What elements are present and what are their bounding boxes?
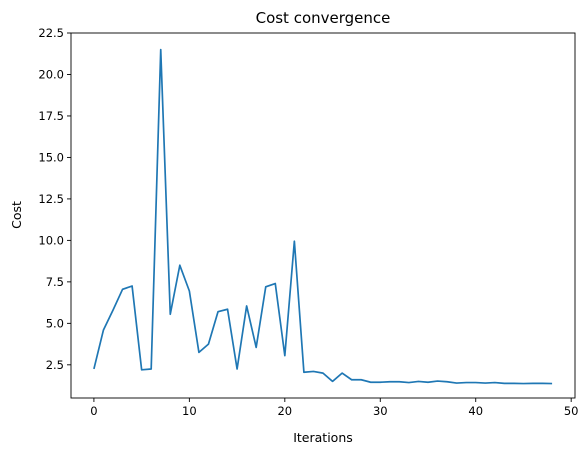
x-tick-label: 30 xyxy=(373,404,388,418)
x-tick-label: 10 xyxy=(182,404,197,418)
plot-frame xyxy=(70,32,576,399)
x-tick-label: 40 xyxy=(468,404,483,418)
y-tick-label: 5.0 xyxy=(46,316,64,330)
x-axis: 0 10 20 30 40 50 xyxy=(90,398,579,418)
y-tick-label: 10.0 xyxy=(38,233,64,247)
y-tick-label: 2.5 xyxy=(46,358,64,372)
cost-series-line xyxy=(93,48,553,385)
y-tick-label: 7.5 xyxy=(46,275,64,289)
x-axis-label: Iterations xyxy=(293,430,353,445)
chart-title: Cost convergence xyxy=(256,9,391,27)
plot-area xyxy=(70,32,576,399)
y-axis: 2.5 5.0 7.5 10.0 12.5 15.0 17.5 20.0 22.5 xyxy=(38,26,71,372)
y-tick-label: 12.5 xyxy=(38,192,64,206)
x-tick-label: 0 xyxy=(90,404,97,418)
y-axis-label: Cost xyxy=(9,201,24,229)
y-tick-label: 22.5 xyxy=(38,26,64,40)
y-tick-label: 17.5 xyxy=(38,109,64,123)
y-tick-label: 15.0 xyxy=(38,150,64,164)
x-tick-label: 50 xyxy=(564,404,579,418)
series-layer xyxy=(93,48,553,385)
x-tick-label: 20 xyxy=(277,404,292,418)
y-tick-label: 20.0 xyxy=(38,67,64,81)
